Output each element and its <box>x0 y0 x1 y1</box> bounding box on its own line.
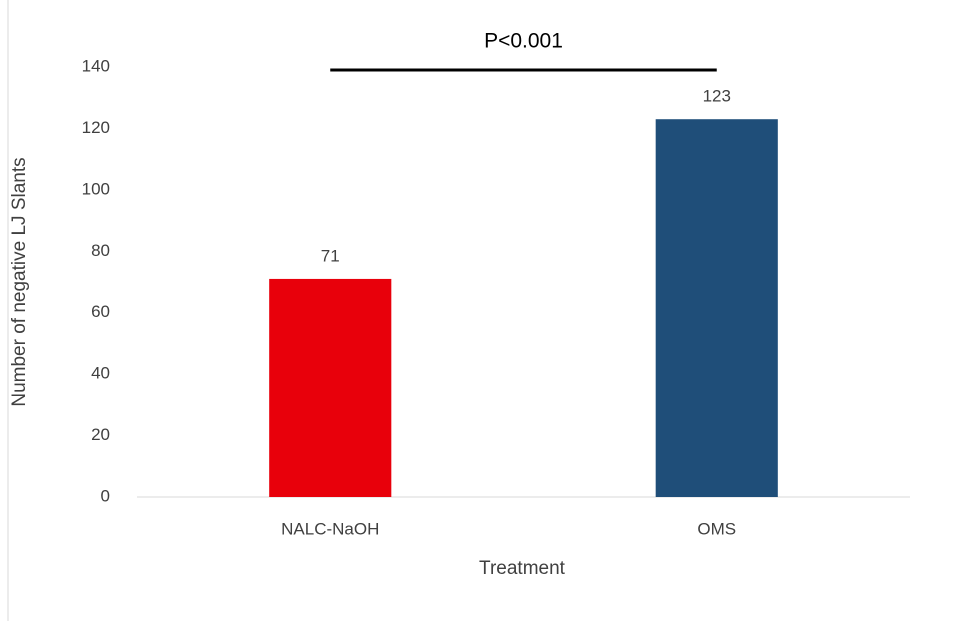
x-tick-label: NALC-NaOH <box>281 519 379 538</box>
x-axis-label: Treatment <box>479 558 566 579</box>
x-tick-label: OMS <box>697 519 736 538</box>
y-tick-label: 80 <box>91 241 110 260</box>
bar <box>269 278 392 497</box>
data-label: 123 <box>703 87 731 106</box>
y-tick-label: 120 <box>82 118 110 137</box>
bar <box>655 119 778 497</box>
y-tick-label: 20 <box>91 425 110 444</box>
y-tick-label: 0 <box>101 486 110 505</box>
y-tick-label: 60 <box>91 302 110 321</box>
y-tick-label: 100 <box>82 179 110 198</box>
chart-frame <box>7 0 9 621</box>
y-tick-label: 140 <box>82 56 110 75</box>
y-tick-label: 40 <box>91 364 110 383</box>
annotation: P<0.001 <box>484 30 563 53</box>
y-axis-label: Number of negative LJ Slants <box>9 157 30 406</box>
data-label: 71 <box>321 246 340 265</box>
